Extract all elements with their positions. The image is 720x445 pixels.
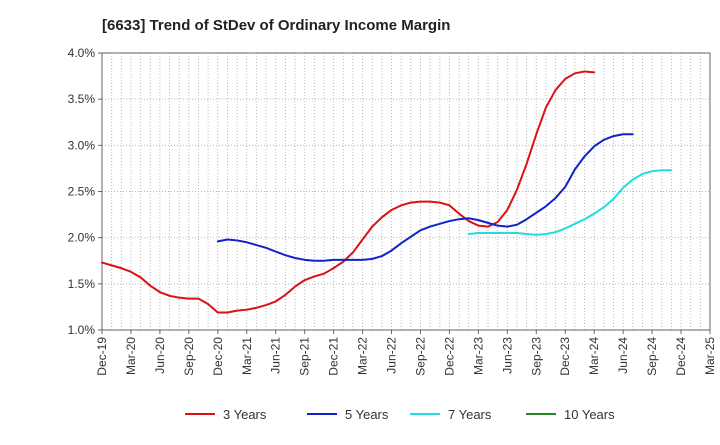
x-tick-label: Dec-22	[442, 337, 456, 376]
x-tick-label: Jun-23	[500, 337, 514, 374]
chart-title: [6633] Trend of StDev of Ordinary Income…	[102, 17, 450, 34]
legend-label: 5 Years	[345, 407, 389, 422]
x-tick-label: Mar-22	[356, 337, 370, 375]
y-tick-label: 1.5%	[68, 277, 96, 291]
x-axis: Dec-19 Mar-20 Jun-20 Sep-20 Dec-20 Mar-21 Jun-…	[95, 330, 717, 376]
x-tick-label: Mar-23	[471, 337, 485, 375]
x-tick-label: Sep-22	[413, 337, 427, 376]
series-line-3-years	[101, 70, 596, 314]
x-tick-label: Jun-22	[385, 337, 399, 374]
x-tick-label: Sep-20	[182, 337, 196, 376]
legend-label: 10 Years	[564, 407, 615, 422]
legend-label: 7 Years	[448, 407, 492, 422]
x-tick-label: Dec-19	[95, 337, 109, 376]
x-tick-label: Mar-24	[587, 337, 601, 375]
grid	[102, 53, 710, 330]
y-tick-label: 2.5%	[68, 185, 96, 199]
x-tick-label: Jun-21	[269, 337, 283, 374]
x-tick-label: Dec-20	[211, 337, 225, 376]
y-tick-label: 3.5%	[68, 92, 96, 106]
series-line-7-years	[467, 169, 673, 236]
y-tick-label: 2.0%	[68, 231, 96, 245]
x-tick-label: Mar-20	[124, 337, 138, 375]
x-tick-label: Dec-24	[674, 337, 688, 376]
x-tick-label: Dec-21	[327, 337, 341, 376]
series-line-5-years	[216, 133, 634, 262]
x-tick-label: Jun-24	[616, 337, 630, 374]
x-tick-label: Dec-23	[558, 337, 572, 376]
x-tick-label: Jun-20	[153, 337, 167, 374]
x-tick-label: Mar-21	[240, 337, 254, 375]
legend: 3 Years 5 Years 7 Years 10 Years	[185, 407, 615, 422]
x-tick-label: Sep-23	[529, 337, 543, 376]
x-tick-label: Sep-21	[298, 337, 312, 376]
y-tick-label: 3.0%	[68, 138, 96, 152]
y-tick-label: 4.0%	[68, 46, 96, 60]
y-axis: 1.0% 1.5% 2.0% 2.5% 3.0% 3.5% 4.0%	[68, 46, 102, 337]
x-tick-label: Mar-25	[703, 337, 717, 375]
y-tick-label: 1.0%	[68, 323, 96, 337]
series-layer	[101, 70, 673, 314]
legend-label: 3 Years	[223, 407, 267, 422]
x-tick-label: Sep-24	[645, 337, 659, 376]
